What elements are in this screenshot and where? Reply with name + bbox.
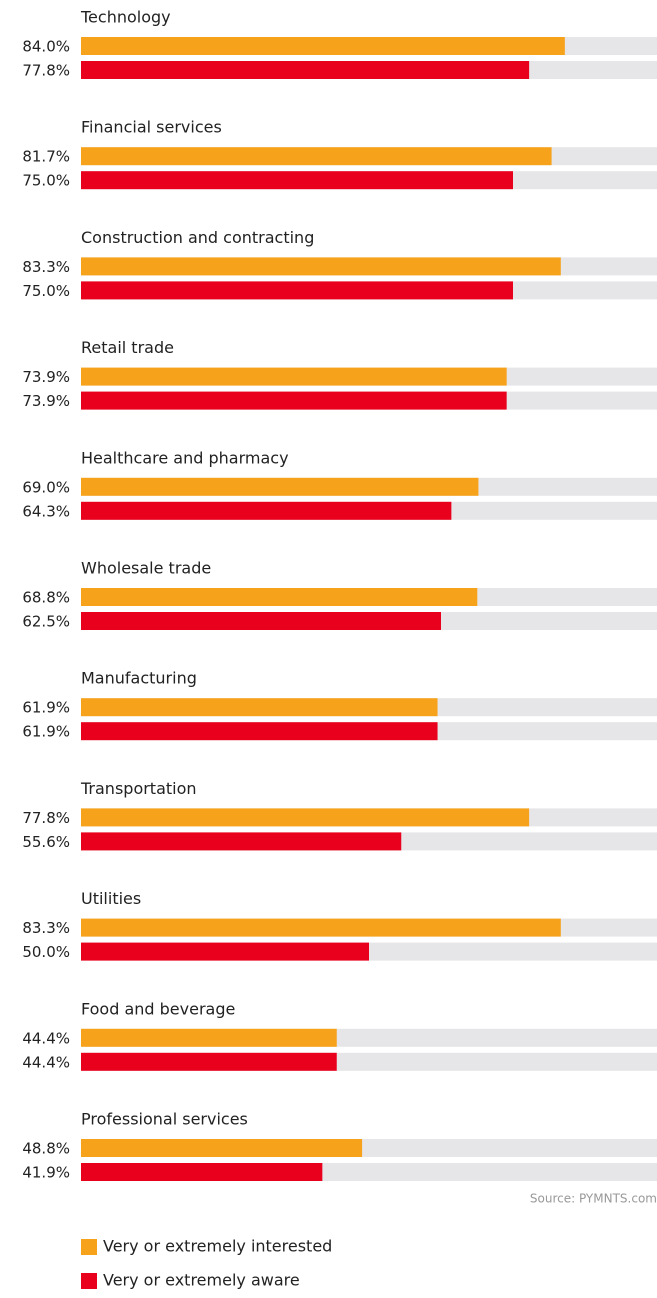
value-label: 69.0% [22, 478, 70, 496]
value-label: 77.8% [22, 62, 70, 80]
category-label: Financial services [81, 118, 222, 137]
value-label: 81.7% [22, 148, 70, 166]
value-label: 44.4% [22, 1053, 70, 1071]
category-label: Transportation [80, 779, 197, 798]
value-label: 64.3% [22, 502, 70, 520]
category-label: Manufacturing [81, 669, 197, 688]
value-label: 61.9% [22, 723, 70, 741]
bar [81, 391, 507, 410]
value-label: 77.8% [22, 809, 70, 827]
bar [81, 171, 513, 190]
category-label: Wholesale trade [81, 559, 211, 578]
bar [81, 501, 452, 520]
value-label: 44.4% [22, 1029, 70, 1047]
legend-swatch [81, 1239, 97, 1255]
bar [81, 1028, 337, 1047]
bar [81, 477, 479, 496]
bar [81, 808, 530, 827]
category-label: Professional services [81, 1110, 248, 1129]
bar [81, 588, 478, 606]
bar [81, 61, 530, 79]
value-label: 61.9% [22, 699, 70, 717]
category-label: Construction and contracting [81, 228, 314, 247]
value-label: 50.0% [22, 943, 70, 961]
bar [81, 1052, 337, 1071]
legend-label: Very or extremely aware [103, 1271, 300, 1290]
bar [81, 367, 507, 386]
legend-label: Very or extremely interested [103, 1237, 332, 1256]
value-label: 55.6% [22, 833, 70, 851]
value-label: 75.0% [22, 282, 70, 300]
value-label: 75.0% [22, 172, 70, 190]
value-label: 41.9% [22, 1164, 70, 1182]
value-label: 62.5% [22, 613, 70, 631]
category-label: Food and beverage [81, 999, 235, 1018]
bar [81, 918, 561, 937]
bar [81, 257, 561, 276]
bar [81, 147, 552, 166]
bar [81, 698, 438, 717]
value-label: 73.9% [22, 368, 70, 386]
category-label: Healthcare and pharmacy [81, 448, 289, 467]
category-label: Retail trade [81, 338, 174, 357]
category-label: Technology [80, 8, 171, 27]
bar [81, 832, 402, 851]
source: Source: PYMNTS.com [530, 1192, 657, 1206]
legend-swatch [81, 1273, 97, 1289]
bar [81, 722, 438, 741]
bar [81, 281, 513, 300]
value-label: 84.0% [22, 38, 70, 56]
bar [81, 612, 441, 630]
bar [81, 1163, 323, 1181]
bar [81, 1139, 363, 1157]
value-label: 83.3% [22, 258, 70, 276]
value-label: 68.8% [22, 589, 70, 607]
value-label: 48.8% [22, 1140, 70, 1158]
value-label: 83.3% [22, 919, 70, 937]
category-label: Utilities [81, 889, 141, 908]
bar [81, 942, 369, 961]
value-label: 73.9% [22, 392, 70, 410]
bar [81, 37, 565, 55]
